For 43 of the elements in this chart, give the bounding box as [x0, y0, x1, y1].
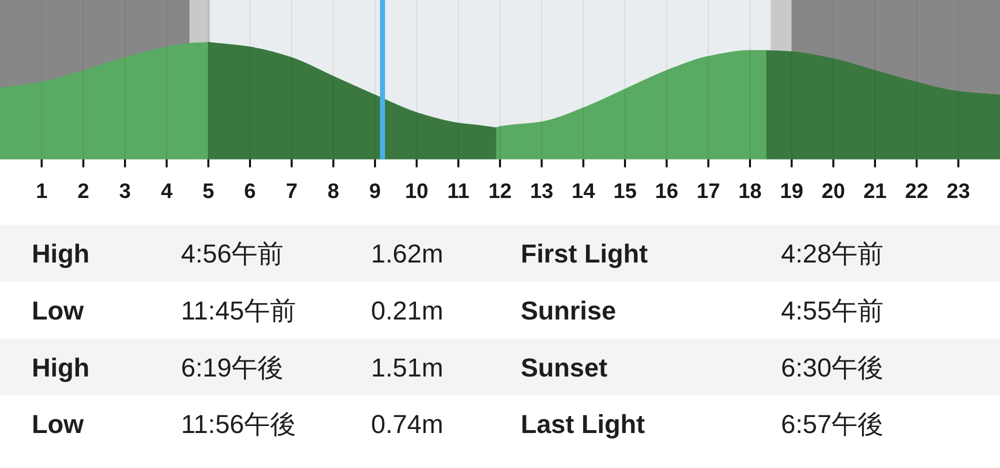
x-tick-label: 9: [369, 180, 381, 203]
table-cell: Low: [32, 296, 84, 326]
x-tick-label: 19: [780, 180, 804, 203]
x-tick-label: 6: [244, 180, 256, 203]
table-cell: High: [32, 238, 90, 269]
table-cell: Sunset: [520, 352, 608, 382]
table-cell: 11:45午前: [181, 296, 296, 326]
table-cell: 4:28午前: [781, 238, 884, 269]
table-cell: 4:55午前: [781, 296, 884, 326]
x-tick-label: 14: [572, 180, 596, 203]
x-tick-label: 11: [447, 180, 470, 203]
x-tick-label: 12: [488, 180, 512, 203]
x-tick-label: 23: [946, 180, 970, 203]
table-cell: 6:57午後: [781, 409, 884, 440]
table-cell: Low: [32, 409, 84, 440]
table-cell: 1.51m: [371, 352, 444, 382]
table-cell: Last Light: [520, 409, 645, 440]
table-cell: 1.62m: [371, 238, 444, 269]
x-tick-label: 7: [286, 180, 298, 203]
table-cell: 0.74m: [371, 409, 444, 440]
x-tick-label: 1: [36, 180, 48, 203]
x-tick-label: 22: [904, 180, 928, 203]
x-tick-label: 18: [738, 180, 762, 203]
table-cell: 6:30午後: [781, 352, 884, 382]
x-tick-label: 20: [822, 180, 846, 203]
table-cell: High: [32, 352, 90, 382]
x-tick-label: 17: [696, 180, 720, 203]
x-tick-label: 10: [404, 180, 428, 203]
table-cell: Sunrise: [520, 296, 616, 326]
x-tick-label: 15: [613, 180, 637, 203]
x-tick-label: 13: [530, 180, 554, 203]
x-tick-label: 2: [77, 180, 90, 203]
x-tick-label: 21: [863, 180, 887, 203]
x-tick-label: 3: [119, 180, 131, 203]
table-cell: 0.21m: [371, 296, 444, 326]
x-tick-label: 4: [160, 180, 173, 203]
table-cell: 6:19午後: [181, 352, 284, 382]
table-cell: First Light: [520, 238, 648, 269]
x-tick-label: 8: [327, 180, 340, 203]
table-cell: 11:56午後: [181, 409, 296, 440]
x-tick-label: 16: [654, 180, 678, 203]
x-tick-label: 5: [202, 180, 214, 203]
table-cell: 4:56午前: [181, 238, 284, 269]
